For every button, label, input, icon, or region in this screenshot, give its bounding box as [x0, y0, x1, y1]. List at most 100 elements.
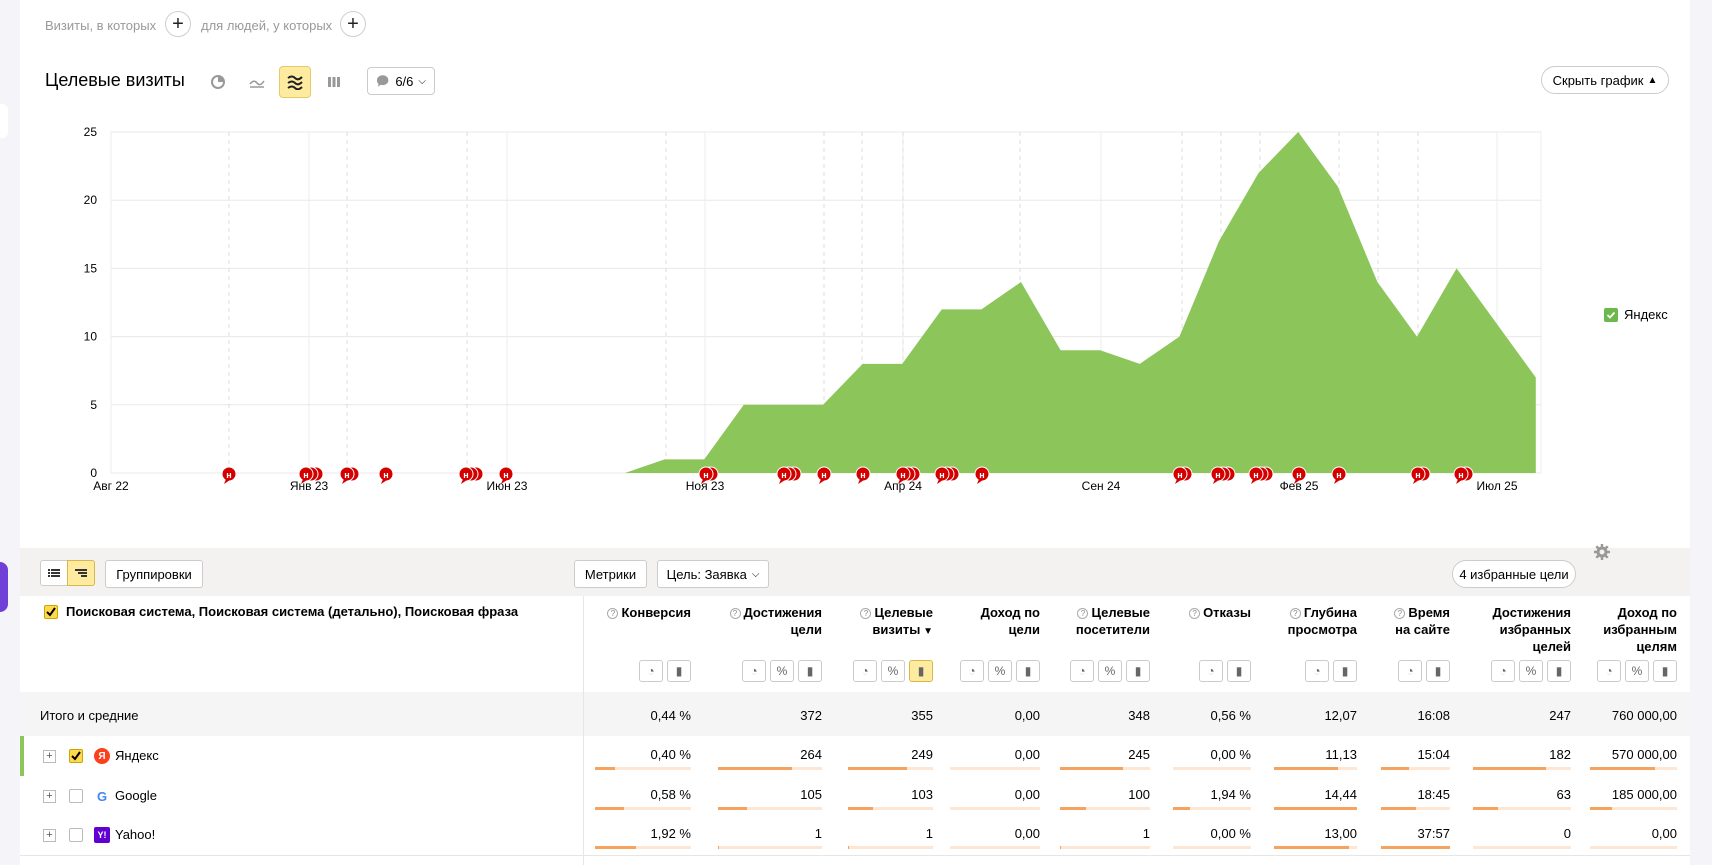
row-checkbox[interactable]	[69, 789, 83, 803]
bar-chart-icon[interactable]: ▮	[667, 660, 691, 682]
row-cell: 0,58 %	[650, 787, 691, 802]
metric-header-4[interactable]: ? Целевые посетители	[1076, 604, 1150, 638]
table-row[interactable]	[20, 736, 1690, 777]
metric-header-line: ? Целевые	[860, 604, 933, 621]
table-row[interactable]	[20, 815, 1690, 856]
share-bar	[1173, 767, 1251, 770]
chart-type-line-button[interactable]	[241, 66, 273, 98]
help-icon[interactable]: ?	[607, 608, 619, 619]
row-cell: 1	[814, 826, 822, 841]
row-label[interactable]: Google	[115, 788, 157, 803]
row-cell: 0,00 %	[1210, 747, 1251, 762]
hide-chart-button[interactable]: Скрыть график ▲	[1541, 66, 1669, 94]
expand-row-icon[interactable]: +	[43, 790, 56, 803]
bar-chart-icon[interactable]: ▮	[1227, 660, 1251, 682]
percent-icon[interactable]: %	[988, 660, 1012, 682]
row-cell: 245	[1128, 747, 1150, 762]
metric-header-8[interactable]: Достижения избранных целей	[1493, 604, 1571, 655]
pie-chart-icon[interactable]: ◔	[1491, 660, 1515, 682]
flat-view-button[interactable]	[40, 560, 68, 586]
pie-chart-icon[interactable]: ◔	[960, 660, 984, 682]
chart-type-bar-button[interactable]	[318, 66, 350, 98]
pie-chart-icon[interactable]: ◔	[853, 660, 877, 682]
metric-header-3[interactable]: Доход по цели	[981, 604, 1040, 638]
help-icon[interactable]: ?	[1077, 608, 1089, 619]
row-cell: 1,94 %	[1210, 787, 1251, 802]
table-toolbar	[20, 548, 1690, 596]
pie-chart-icon[interactable]: ◔	[1305, 660, 1329, 682]
bar-chart-icon[interactable]: ▮	[1126, 660, 1150, 682]
table-row[interactable]	[20, 776, 1690, 817]
chart-legend[interactable]: Яндекс	[1604, 307, 1668, 322]
percent-icon[interactable]: %	[881, 660, 905, 682]
bar-chart-icon[interactable]: ▮	[909, 660, 933, 682]
bar-chart-icon[interactable]: ▮	[1547, 660, 1571, 682]
metric-header-0[interactable]: ? Конверсия	[607, 604, 691, 621]
pie-chart-icon[interactable]: ◔	[1070, 660, 1094, 682]
metric-header-9[interactable]: Доход по избранным целям	[1603, 604, 1677, 655]
bar-chart-icon[interactable]: ▮	[1426, 660, 1450, 682]
share-bar	[848, 846, 933, 849]
goal-dropdown[interactable]: Цель: Заявка ⌵	[657, 560, 769, 588]
chart-type-pie-button[interactable]	[202, 66, 234, 98]
left-feedback-tab[interactable]	[0, 562, 8, 612]
favorite-goals-button[interactable]: 4 избранные цели	[1452, 560, 1576, 588]
metric-header-6[interactable]: ? Глубина просмотра	[1288, 604, 1357, 638]
pie-chart-icon[interactable]: ◔	[639, 660, 663, 682]
metrics-button[interactable]: Метрики	[574, 560, 647, 588]
share-bar	[1473, 767, 1571, 770]
series-color-marker	[20, 736, 24, 776]
column-divider	[583, 596, 584, 865]
expand-row-icon[interactable]: +	[43, 829, 56, 842]
row-cell: 37:57	[1417, 826, 1450, 841]
bar-chart-icon[interactable]: ▮	[798, 660, 822, 682]
note-marker	[934, 466, 950, 482]
note-marker-tail	[701, 479, 707, 484]
total-cell: 12,07	[1324, 708, 1357, 723]
pie-chart-icon[interactable]: ◔	[1398, 660, 1422, 682]
help-icon[interactable]: ?	[1189, 608, 1201, 619]
note-marker-label: н	[1253, 470, 1258, 480]
notes-dropdown[interactable]: 6/6 ⌵	[367, 67, 435, 95]
metric-header-1[interactable]: ? Достижения цели	[729, 604, 822, 638]
row-cell: 14,44	[1324, 787, 1357, 802]
check-icon	[1606, 311, 1616, 319]
metric-header-2[interactable]: ? Целевые визиты ▼	[860, 604, 933, 640]
pie-chart-icon[interactable]: ◔	[742, 660, 766, 682]
chart-type-area-button[interactable]	[279, 66, 311, 98]
metric-header-5[interactable]: ? Отказы	[1189, 604, 1251, 621]
yandex-logo-icon: Я	[94, 748, 110, 764]
pie-chart-icon[interactable]: ◔	[1199, 660, 1223, 682]
percent-icon[interactable]: %	[1625, 660, 1649, 682]
add-visit-filter-button[interactable]: +	[165, 11, 191, 37]
metric-header-7[interactable]: ? Время на сайте	[1394, 604, 1450, 638]
dimension-select-all-checkbox[interactable]	[44, 605, 58, 619]
percent-icon[interactable]: %	[1098, 660, 1122, 682]
expand-row-icon[interactable]: +	[43, 750, 56, 763]
pie-chart-icon[interactable]: ◔	[1597, 660, 1621, 682]
help-icon[interactable]: ?	[729, 608, 741, 619]
percent-icon[interactable]: %	[1519, 660, 1543, 682]
add-people-filter-button[interactable]: +	[340, 11, 366, 37]
bar-chart-icon[interactable]: ▮	[1653, 660, 1677, 682]
legend-checkbox[interactable]	[1604, 307, 1618, 322]
row-label[interactable]: Yahoo!	[115, 827, 156, 842]
x-tick-label: Фев 25	[1280, 479, 1319, 493]
tree-view-button[interactable]	[67, 560, 95, 586]
total-cell: 247	[1549, 708, 1571, 723]
percent-icon[interactable]: %	[770, 660, 794, 682]
bar-chart-icon[interactable]: ▮	[1333, 660, 1357, 682]
row-checkbox[interactable]	[69, 749, 83, 763]
help-icon[interactable]: ?	[1289, 608, 1301, 619]
settings-gear-icon[interactable]	[1593, 543, 1611, 566]
help-icon[interactable]: ?	[860, 608, 872, 619]
row-label[interactable]: Яндекс	[115, 748, 159, 763]
bar-chart-icon[interactable]: ▮	[1016, 660, 1040, 682]
note-marker-tail	[819, 479, 825, 484]
row-checkbox[interactable]	[69, 828, 83, 842]
note-marker	[1172, 466, 1188, 482]
chevron-down-icon: ⌵	[418, 75, 426, 87]
groupings-button[interactable]: Группировки	[105, 560, 203, 588]
metric-header-text: визиты	[872, 622, 921, 637]
help-icon[interactable]: ?	[1394, 608, 1406, 619]
